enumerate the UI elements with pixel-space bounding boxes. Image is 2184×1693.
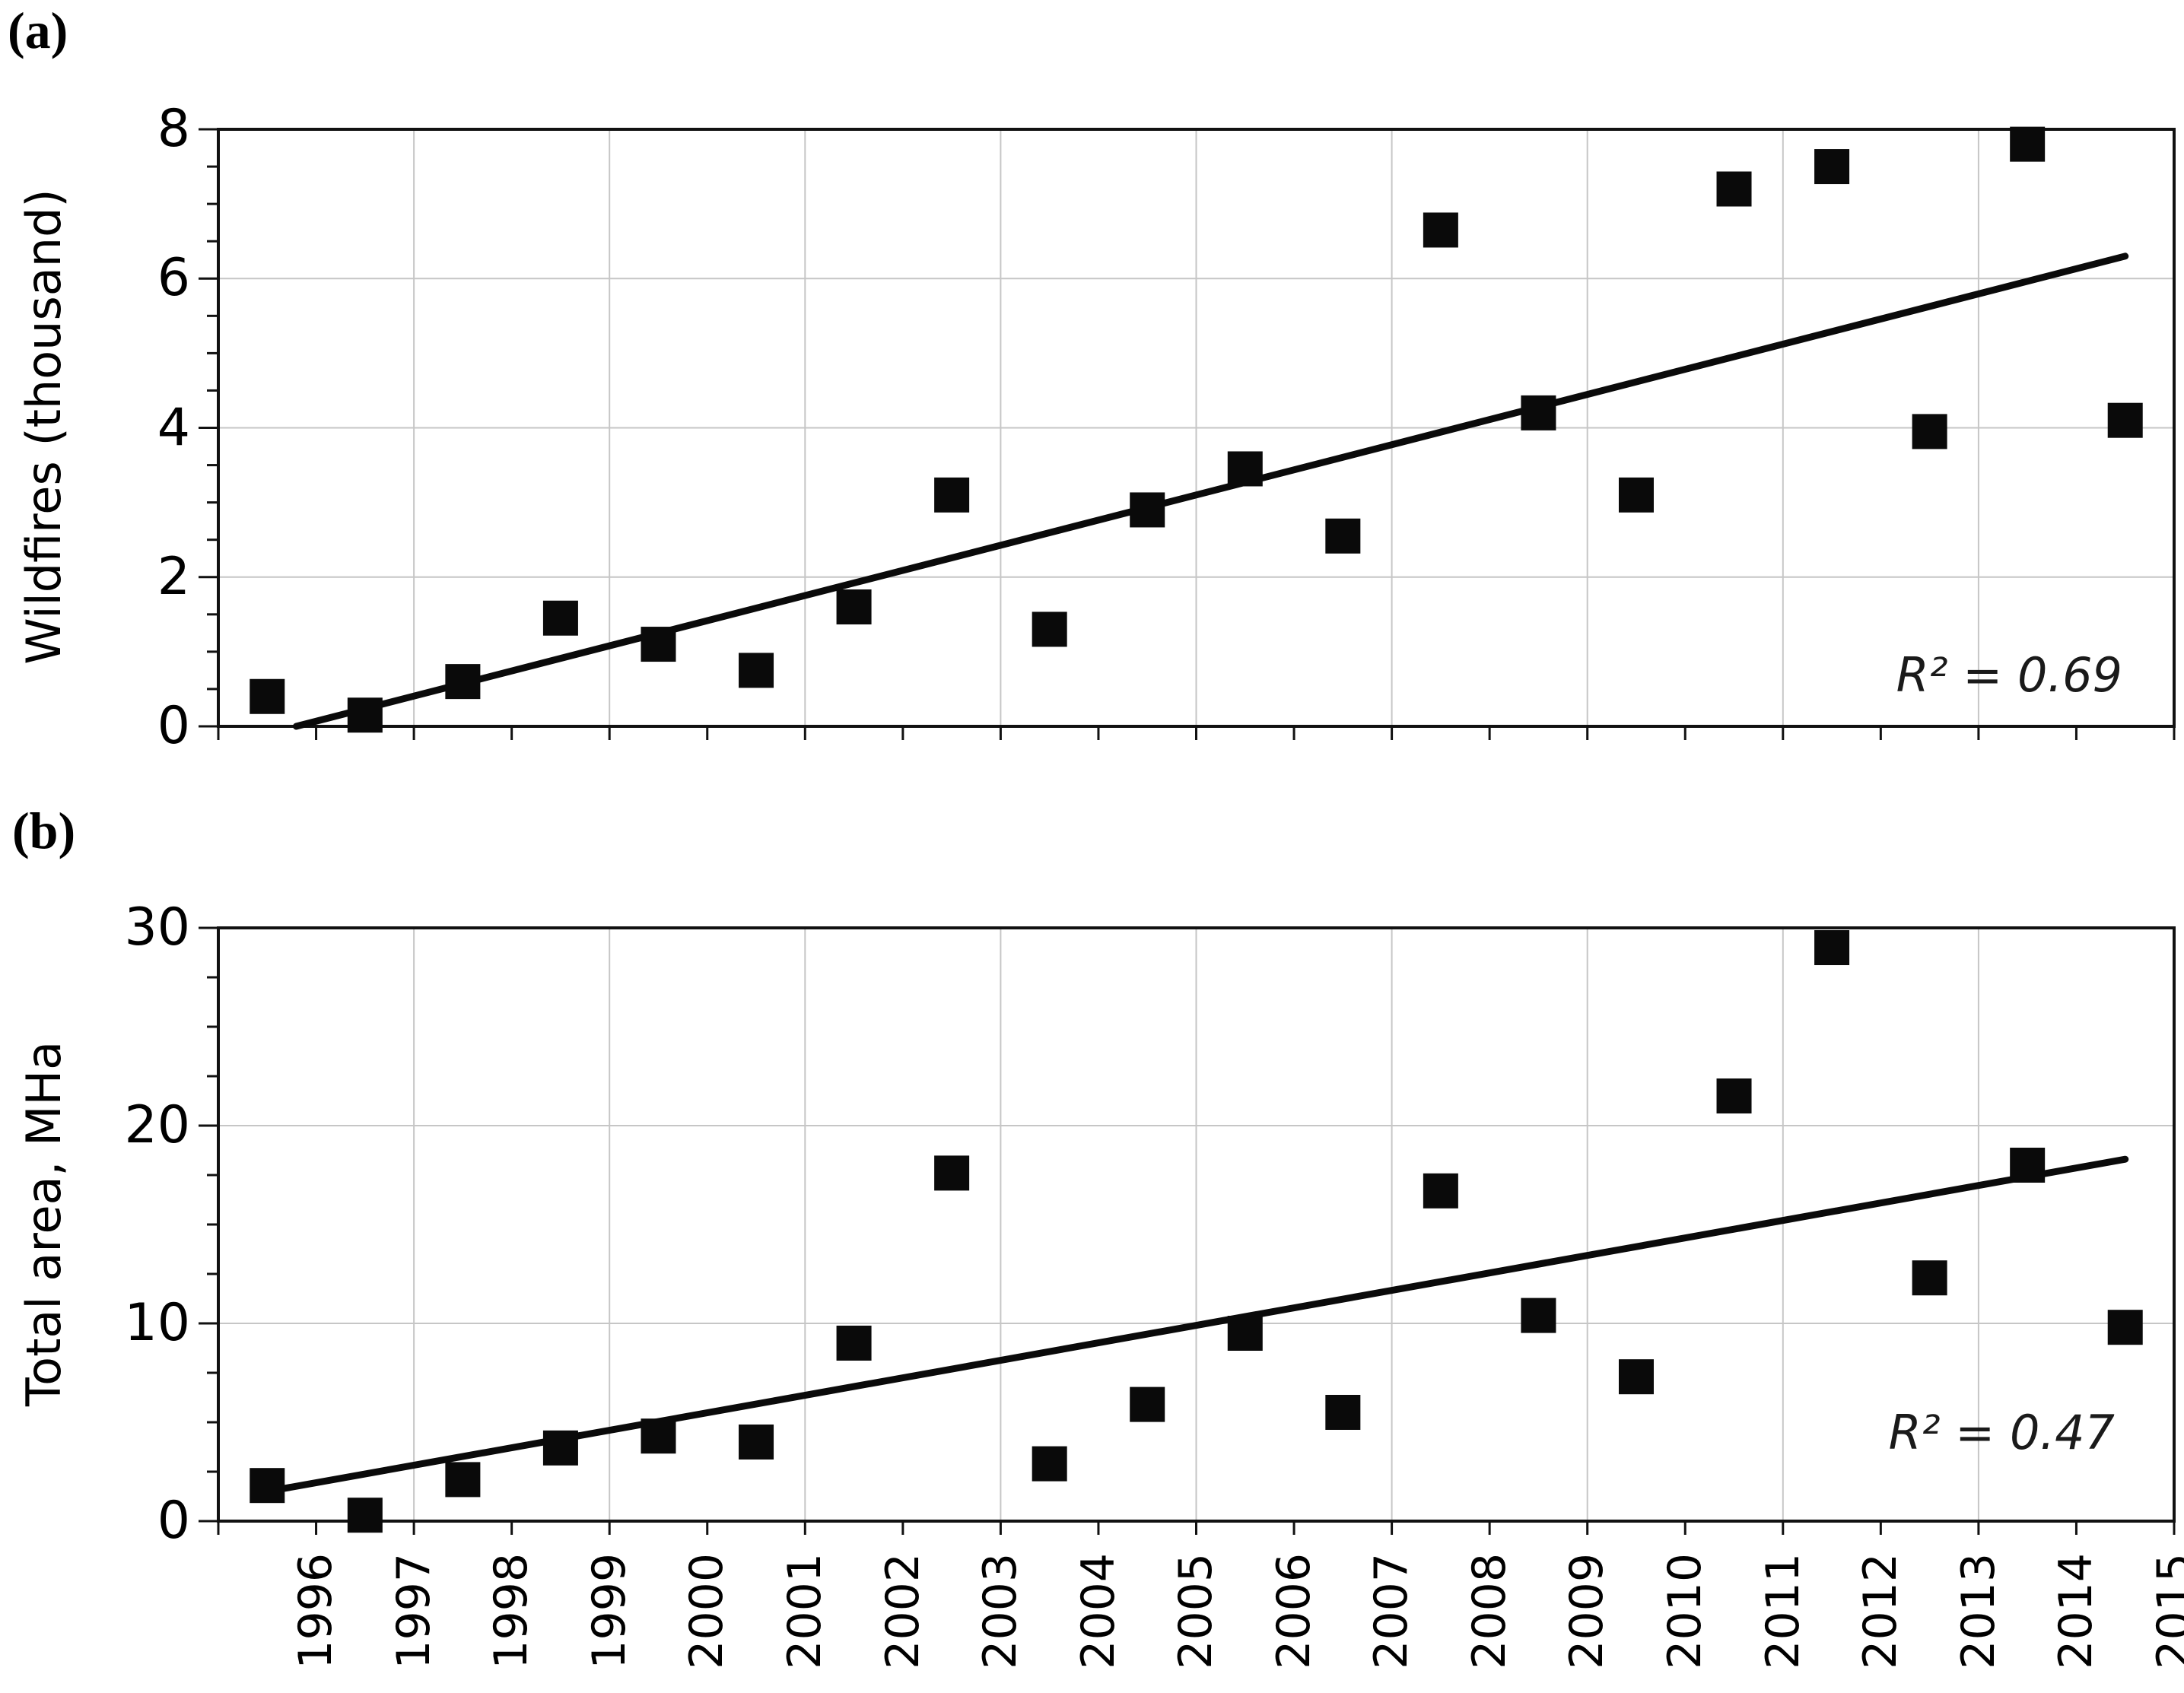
data-point-2003 xyxy=(934,477,970,513)
data-point-1997 xyxy=(347,1498,383,1533)
data-point-2012 xyxy=(1814,930,1850,965)
chart-b-r-squared-annotation: R² = 0.47 xyxy=(1888,1405,2115,1460)
chart-a-y-axis-title: Wildfires (thousand) xyxy=(16,189,72,665)
data-point-2000 xyxy=(641,627,676,662)
data-point-1997 xyxy=(347,697,383,733)
data-point-2006 xyxy=(1227,1316,1263,1351)
x-tick-label: 2003 xyxy=(974,1553,1028,1669)
x-tick-label: 2006 xyxy=(1267,1553,1321,1669)
data-point-2006 xyxy=(1227,451,1263,487)
data-point-1996 xyxy=(250,678,285,714)
data-point-2007 xyxy=(1325,518,1361,554)
data-point-2015 xyxy=(2107,402,2143,438)
x-tick-label: 2009 xyxy=(1560,1553,1614,1669)
x-tick-label: 2012 xyxy=(1854,1553,1908,1669)
data-point-2005 xyxy=(1130,492,1165,528)
data-point-2002 xyxy=(836,1326,872,1361)
data-point-2005 xyxy=(1130,1386,1165,1422)
y-tick-label: 0 xyxy=(157,696,190,756)
data-point-2000 xyxy=(641,1418,676,1454)
data-point-2004 xyxy=(1032,1446,1067,1482)
y-tick-label: 8 xyxy=(157,99,190,159)
data-point-2014 xyxy=(2010,1148,2046,1183)
data-point-1999 xyxy=(542,600,578,636)
data-point-2007 xyxy=(1325,1395,1361,1430)
data-point-2010 xyxy=(1618,477,1654,513)
y-tick-label: 6 xyxy=(157,248,190,309)
data-point-2013 xyxy=(1912,1260,1947,1296)
data-point-1998 xyxy=(445,664,481,700)
data-point-2011 xyxy=(1716,171,1752,207)
data-point-2012 xyxy=(1814,149,1850,185)
data-point-2002 xyxy=(836,589,872,624)
y-tick-label: 30 xyxy=(124,897,190,958)
x-tick-label: 2010 xyxy=(1658,1553,1712,1669)
data-point-2013 xyxy=(1912,414,1947,449)
chart-b-y-axis-title: Total area, MHa xyxy=(16,1040,72,1407)
data-point-2010 xyxy=(1618,1359,1654,1395)
data-point-2001 xyxy=(739,653,774,688)
data-point-2001 xyxy=(739,1425,774,1460)
data-point-2009 xyxy=(1521,1298,1556,1333)
data-point-2015 xyxy=(2107,1310,2143,1345)
y-tick-label: 0 xyxy=(157,1491,190,1551)
data-point-1996 xyxy=(250,1468,285,1504)
x-tick-label: 2005 xyxy=(1169,1553,1223,1669)
x-tick-label: 1996 xyxy=(289,1553,343,1669)
data-point-2011 xyxy=(1716,1078,1752,1113)
x-tick-label: 2007 xyxy=(1365,1553,1419,1669)
x-tick-label: 2008 xyxy=(1462,1553,1516,1669)
y-tick-label: 2 xyxy=(157,546,190,607)
y-tick-label: 4 xyxy=(157,397,190,458)
x-tick-label: 1998 xyxy=(485,1553,539,1669)
data-point-2009 xyxy=(1521,395,1556,430)
x-tick-label: 2000 xyxy=(680,1553,734,1669)
chart-a-r-squared-annotation: R² = 0.69 xyxy=(1896,647,2122,703)
data-point-1998 xyxy=(445,1462,481,1498)
data-point-2004 xyxy=(1032,611,1067,647)
data-point-2008 xyxy=(1423,1173,1458,1209)
x-tick-label: 2011 xyxy=(1756,1553,1810,1669)
y-tick-label: 10 xyxy=(124,1293,190,1353)
x-tick-label: 1999 xyxy=(582,1553,636,1669)
data-point-2014 xyxy=(2010,126,2046,162)
x-tick-label: 2001 xyxy=(778,1553,832,1669)
x-tick-label: 2002 xyxy=(876,1553,930,1669)
x-tick-label: 2004 xyxy=(1071,1553,1125,1669)
data-point-2003 xyxy=(934,1155,970,1191)
trend-line xyxy=(292,253,2129,730)
panel-b-label: (b) xyxy=(12,802,76,859)
panel-a-label: (a) xyxy=(8,2,68,59)
x-tick-label: 2014 xyxy=(2049,1553,2103,1669)
data-point-1999 xyxy=(542,1430,578,1466)
data-point-2008 xyxy=(1423,212,1458,248)
x-tick-label: 2015 xyxy=(2147,1553,2184,1669)
x-tick-label: 2013 xyxy=(1951,1553,2005,1669)
y-tick-label: 20 xyxy=(124,1095,190,1155)
x-tick-label: 1997 xyxy=(386,1553,440,1669)
